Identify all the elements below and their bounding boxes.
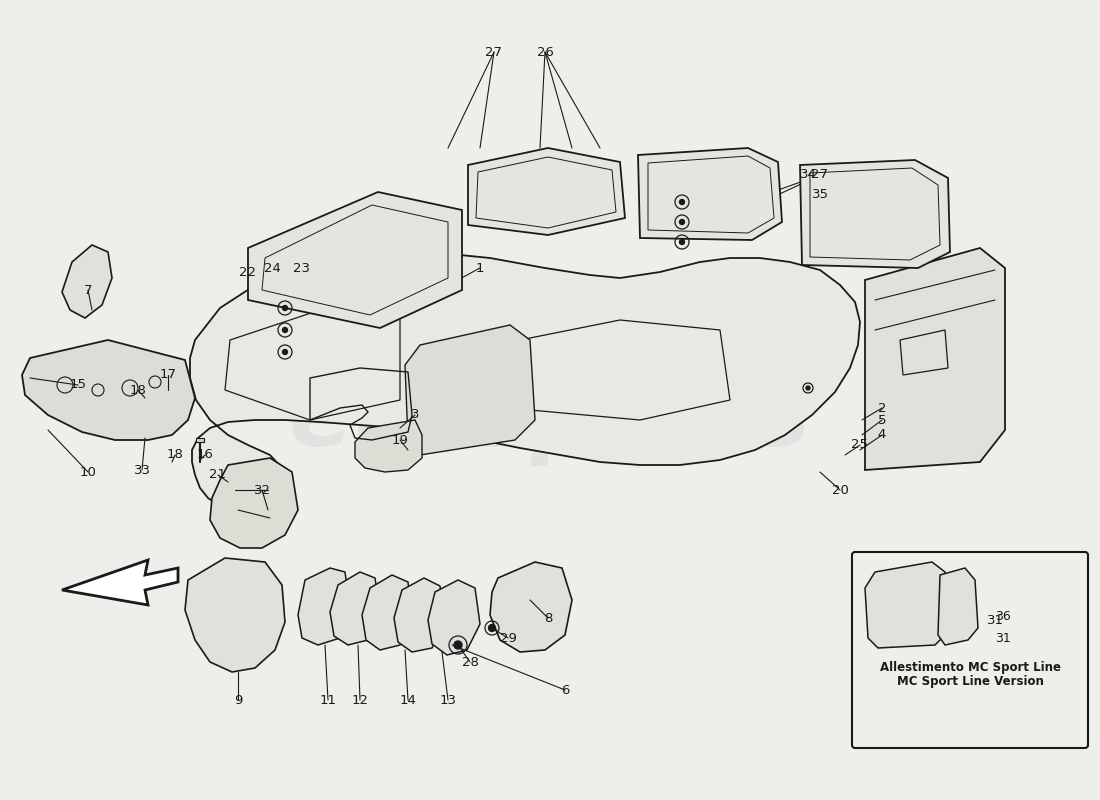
Text: 32: 32 bbox=[253, 483, 271, 497]
Polygon shape bbox=[298, 568, 350, 645]
Text: 2: 2 bbox=[878, 402, 887, 414]
Polygon shape bbox=[190, 252, 860, 508]
Circle shape bbox=[283, 350, 287, 354]
Text: 35: 35 bbox=[812, 189, 828, 202]
FancyBboxPatch shape bbox=[852, 552, 1088, 748]
Polygon shape bbox=[865, 248, 1005, 470]
Circle shape bbox=[680, 239, 684, 245]
Polygon shape bbox=[196, 438, 204, 442]
Text: 18: 18 bbox=[166, 449, 184, 462]
Circle shape bbox=[283, 327, 287, 333]
Text: 22: 22 bbox=[240, 266, 256, 278]
Circle shape bbox=[488, 625, 495, 631]
Circle shape bbox=[806, 386, 810, 390]
Text: 10: 10 bbox=[79, 466, 97, 478]
Text: 18: 18 bbox=[130, 383, 146, 397]
Text: 14: 14 bbox=[399, 694, 417, 706]
Text: 19: 19 bbox=[392, 434, 408, 446]
Text: 21: 21 bbox=[209, 469, 227, 482]
Text: 4: 4 bbox=[878, 429, 887, 442]
Text: 36: 36 bbox=[996, 610, 1011, 623]
Polygon shape bbox=[394, 578, 446, 652]
Polygon shape bbox=[405, 325, 535, 455]
Text: 34: 34 bbox=[800, 169, 816, 182]
Text: 9: 9 bbox=[234, 694, 242, 706]
Text: 7: 7 bbox=[84, 283, 92, 297]
Text: 26: 26 bbox=[537, 46, 553, 58]
Polygon shape bbox=[248, 192, 462, 328]
Text: 31: 31 bbox=[996, 631, 1011, 645]
Text: 33: 33 bbox=[133, 463, 151, 477]
Text: 31: 31 bbox=[987, 614, 1003, 626]
Circle shape bbox=[454, 641, 462, 649]
Text: 1: 1 bbox=[475, 262, 484, 274]
Text: 17: 17 bbox=[160, 369, 176, 382]
Polygon shape bbox=[865, 562, 948, 648]
Text: 13: 13 bbox=[440, 694, 456, 706]
Text: 12: 12 bbox=[352, 694, 368, 706]
Polygon shape bbox=[330, 572, 380, 645]
Text: 8: 8 bbox=[543, 611, 552, 625]
Polygon shape bbox=[210, 458, 298, 548]
Text: 5: 5 bbox=[878, 414, 887, 426]
Circle shape bbox=[283, 306, 287, 310]
Text: 16: 16 bbox=[197, 449, 213, 462]
Text: 3: 3 bbox=[410, 409, 419, 422]
Text: europarts: europarts bbox=[289, 374, 811, 466]
Polygon shape bbox=[428, 580, 480, 655]
Text: 20: 20 bbox=[832, 483, 848, 497]
Polygon shape bbox=[22, 340, 195, 440]
Circle shape bbox=[680, 199, 684, 205]
Text: 27: 27 bbox=[812, 169, 828, 182]
Polygon shape bbox=[185, 558, 285, 672]
Text: 24: 24 bbox=[264, 262, 280, 274]
Text: 23: 23 bbox=[294, 262, 310, 274]
Polygon shape bbox=[938, 568, 978, 645]
Text: MC Sport Line Version: MC Sport Line Version bbox=[896, 675, 1044, 689]
Polygon shape bbox=[468, 148, 625, 235]
Text: 28: 28 bbox=[462, 655, 478, 669]
Text: 27: 27 bbox=[485, 46, 503, 58]
Text: Allestimento MC Sport Line: Allestimento MC Sport Line bbox=[880, 662, 1060, 674]
Text: 29: 29 bbox=[499, 631, 516, 645]
Polygon shape bbox=[62, 560, 178, 605]
Circle shape bbox=[680, 219, 684, 225]
Text: 15: 15 bbox=[69, 378, 87, 391]
Polygon shape bbox=[490, 562, 572, 652]
Polygon shape bbox=[800, 160, 950, 268]
Polygon shape bbox=[362, 575, 412, 650]
Text: 6: 6 bbox=[561, 683, 569, 697]
Polygon shape bbox=[62, 245, 112, 318]
Text: 25: 25 bbox=[851, 438, 869, 451]
Text: 11: 11 bbox=[319, 694, 337, 706]
Polygon shape bbox=[638, 148, 782, 240]
Polygon shape bbox=[355, 420, 422, 472]
